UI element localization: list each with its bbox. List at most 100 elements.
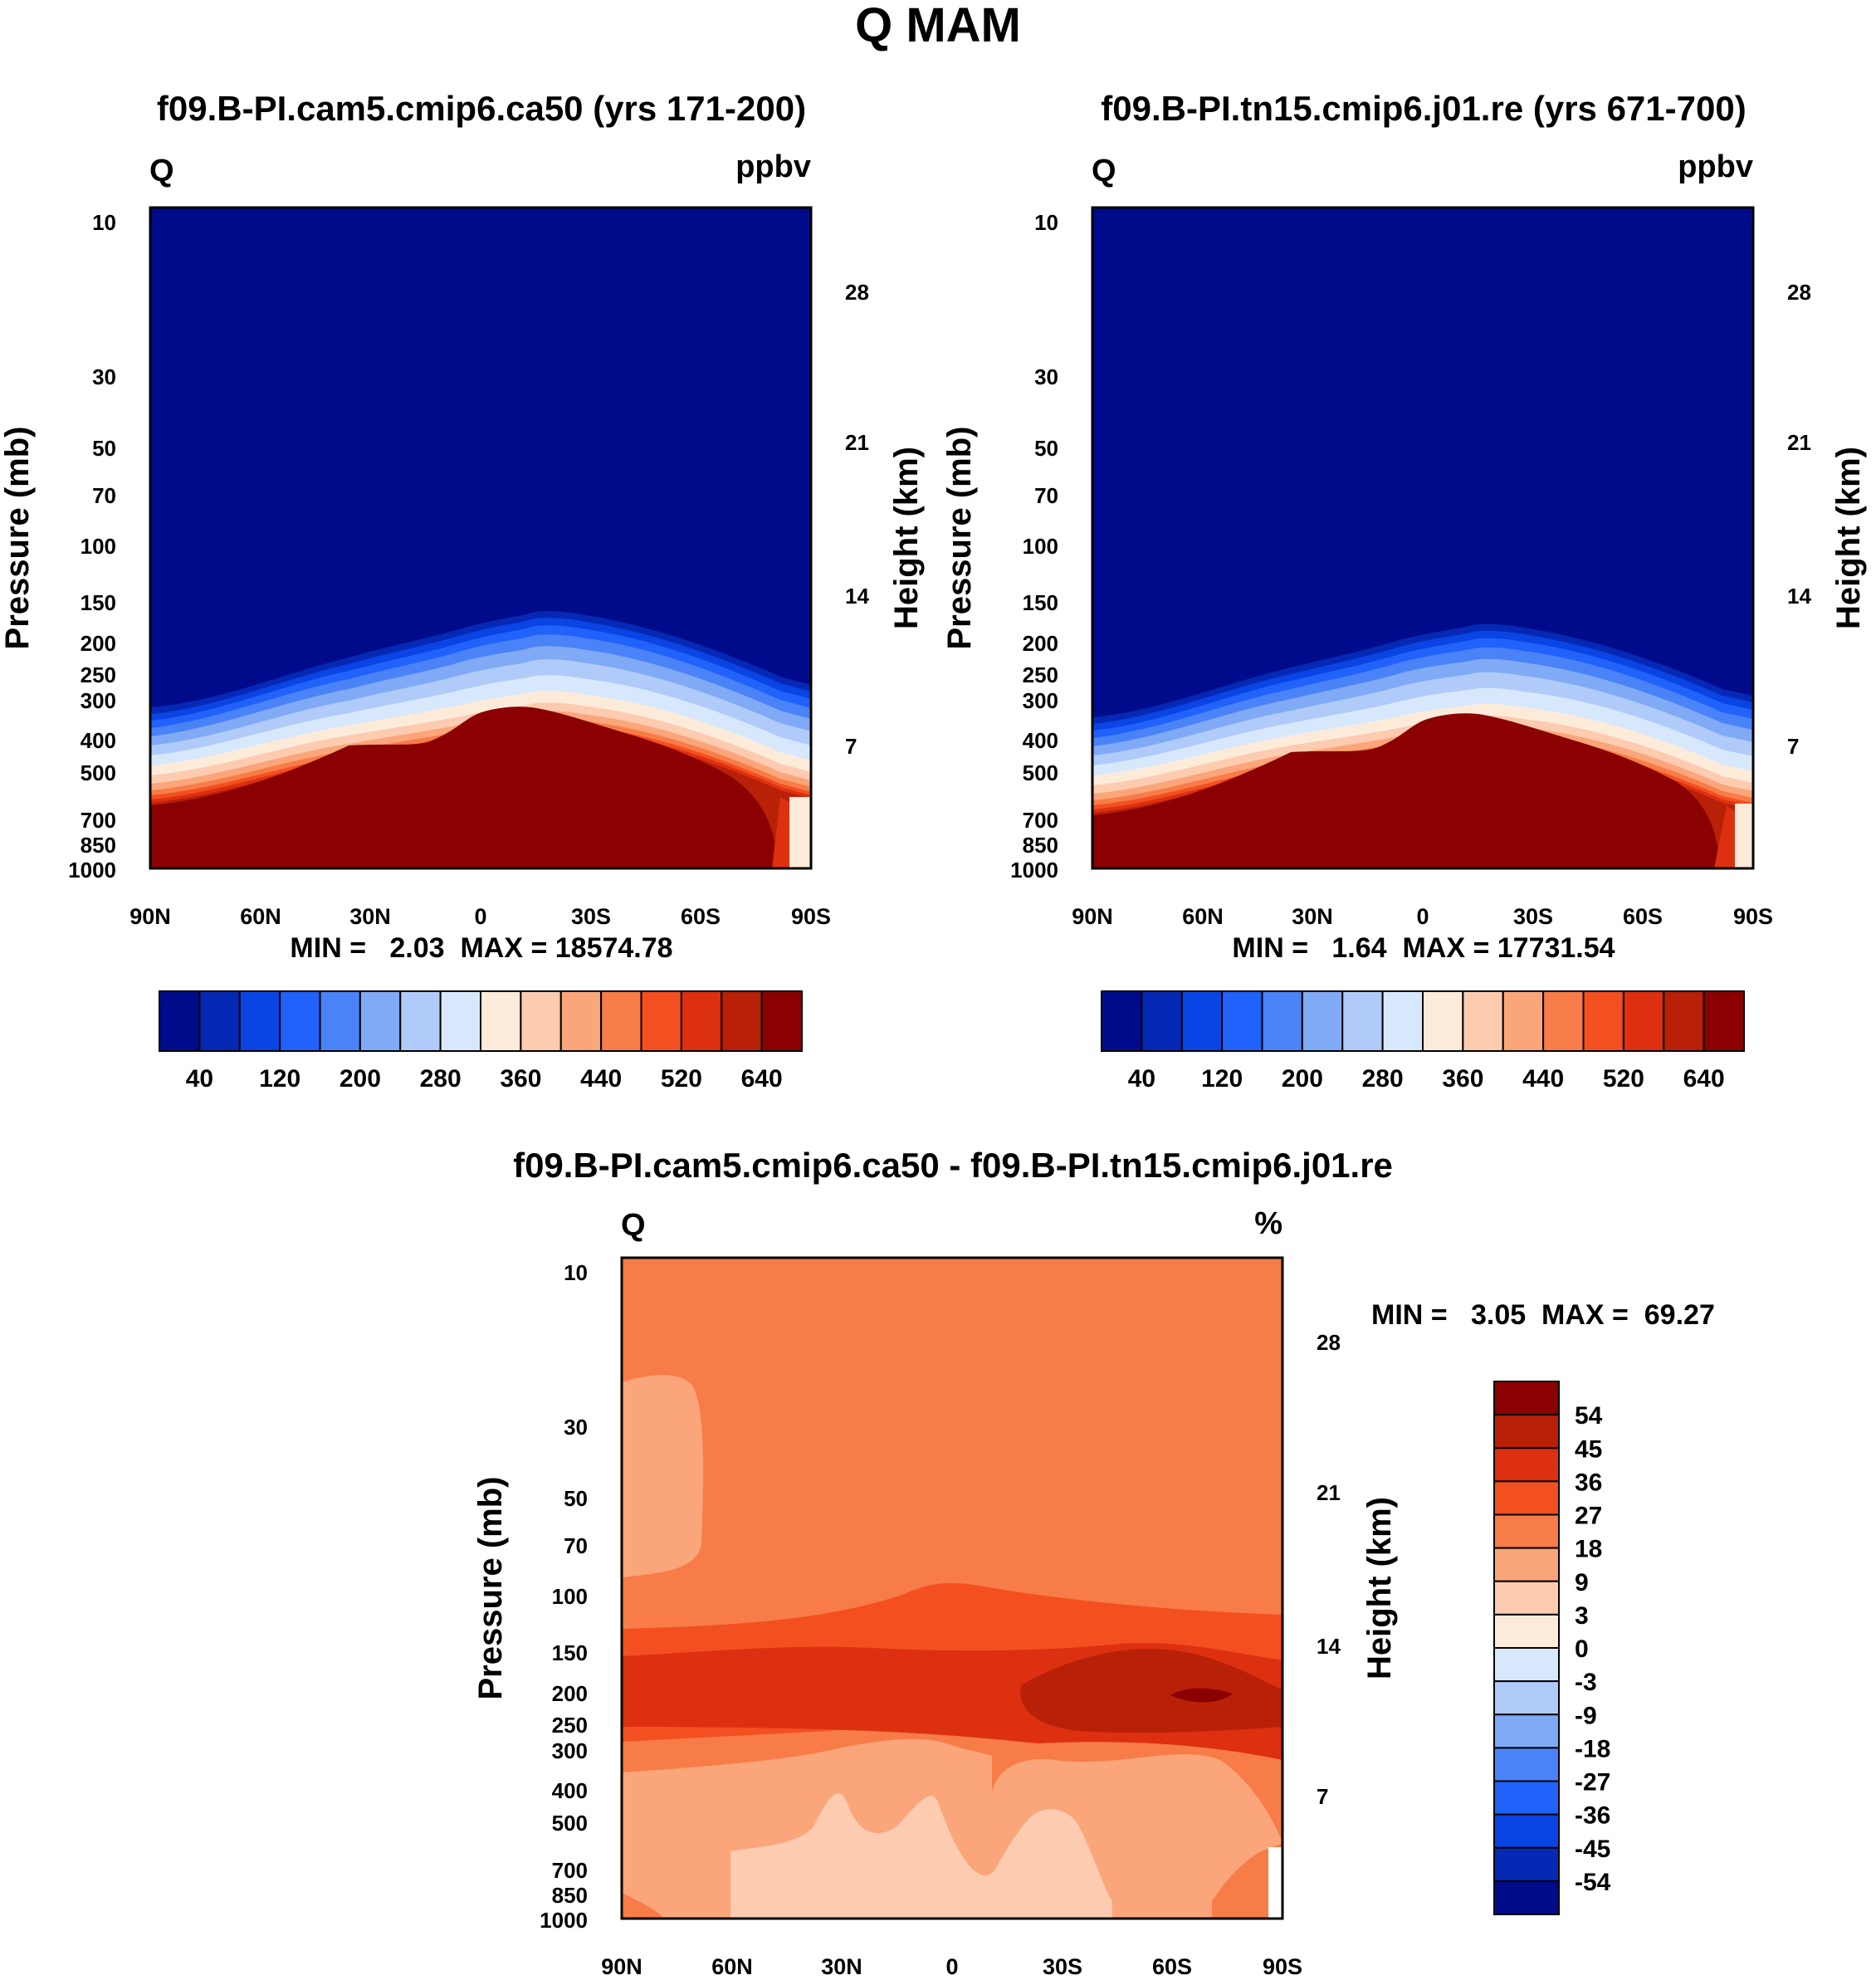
colorbar-label: 40 bbox=[186, 1065, 213, 1093]
panel-1-ytick-30: 30 bbox=[92, 364, 116, 389]
panel-2-xtick-60N: 60N bbox=[1182, 904, 1224, 929]
colorbar-cell bbox=[1493, 1880, 1560, 1915]
colorbar-label: 40 bbox=[1128, 1065, 1155, 1093]
panel-2-ytick-250: 250 bbox=[1023, 662, 1058, 687]
panel-2-xtick-90S: 90S bbox=[1733, 904, 1773, 929]
panel-2-units: ppbv bbox=[1678, 149, 1753, 184]
panel-2-minmax: MIN = 1.64 MAX = 17731.54 bbox=[1232, 932, 1615, 964]
colorbar-label: 45 bbox=[1575, 1435, 1602, 1463]
colorbar-cell bbox=[159, 990, 201, 1052]
colorbar-label: 3 bbox=[1575, 1602, 1589, 1630]
panel-1-ytick-250: 250 bbox=[81, 662, 116, 687]
colorbar-cell bbox=[600, 990, 642, 1052]
panel-1-title: f09.B-PI.cam5.cmip6.ca50 (yrs 171-200) bbox=[157, 89, 806, 128]
panel-3-xtick-30S: 30S bbox=[1043, 1954, 1082, 1979]
colorbar-label: 120 bbox=[259, 1065, 300, 1093]
panel-3-y2tick-21: 21 bbox=[1317, 1480, 1341, 1505]
panel-3-ytick-50: 50 bbox=[564, 1486, 588, 1511]
panel-3-ytick-10: 10 bbox=[564, 1260, 588, 1285]
colorbar-label: 280 bbox=[1362, 1065, 1404, 1093]
diff-region-undefined bbox=[1268, 1847, 1282, 1919]
colorbar-cell bbox=[1703, 990, 1745, 1052]
panel-3: f09.B-PI.cam5.cmip6.ca50 - f09.B-PI.tn15… bbox=[472, 1146, 1715, 1979]
panel-2-xtick-30S: 30S bbox=[1513, 904, 1553, 929]
colorbar-cell bbox=[1502, 990, 1545, 1052]
panel-2-ytick-100: 100 bbox=[1023, 534, 1058, 559]
panel-1-ytick-10: 10 bbox=[92, 210, 116, 235]
panel-2-y2tick-7: 7 bbox=[1787, 734, 1799, 759]
panel-2-ytick-30: 30 bbox=[1034, 364, 1058, 389]
panel-1-ytick-300: 300 bbox=[81, 688, 116, 713]
panel-2-xtick-0: 0 bbox=[1416, 904, 1429, 929]
panel-1-y2tick-21: 21 bbox=[845, 430, 869, 455]
panel-3-xtick-30N: 30N bbox=[821, 1954, 862, 1979]
panel-1-y2-label: Height (km) bbox=[888, 447, 925, 629]
diff-region-3-9 bbox=[730, 1793, 1112, 1919]
panel-1-xtick-90N: 90N bbox=[129, 904, 171, 929]
panel-1-xtick-30N: 30N bbox=[349, 904, 391, 929]
panel-2-ytick-150: 150 bbox=[1023, 590, 1058, 615]
panel-2-xtick-90N: 90N bbox=[1072, 904, 1113, 929]
figure-title: Q MAM bbox=[855, 0, 1021, 52]
colorbar-cell bbox=[1493, 1447, 1560, 1483]
colorbar-cell bbox=[198, 990, 241, 1052]
colorbar-label: -36 bbox=[1575, 1802, 1610, 1830]
panel-3-title: f09.B-PI.cam5.cmip6.ca50 - f09.B-PI.tn15… bbox=[513, 1146, 1393, 1185]
colorbar-cell bbox=[1141, 990, 1183, 1052]
panel-2: f09.B-PI.tn15.cmip6.j01.re (yrs 671-700)… bbox=[941, 89, 1867, 1093]
panel-3-y2tick-7: 7 bbox=[1317, 1784, 1328, 1809]
colorbar-label: 360 bbox=[1442, 1065, 1483, 1093]
panel-3-ytick-700: 700 bbox=[552, 1858, 588, 1883]
colorbar-label: 360 bbox=[500, 1065, 541, 1093]
panel-3-ytick-150: 150 bbox=[552, 1640, 588, 1665]
panel-2-ytick-300: 300 bbox=[1023, 688, 1058, 713]
colorbar-cell bbox=[1301, 990, 1344, 1052]
panel-1-y-label: Pressure (mb) bbox=[0, 427, 36, 650]
colorbar-cell bbox=[1542, 990, 1585, 1052]
colorbar-label: 9 bbox=[1575, 1569, 1589, 1596]
colorbar-label: -27 bbox=[1575, 1769, 1610, 1797]
panel-2-plot bbox=[1091, 206, 1755, 870]
panel-3-ytick-30: 30 bbox=[564, 1415, 588, 1440]
colorbar-cell bbox=[1261, 990, 1303, 1052]
panel-1-ytick-700: 700 bbox=[81, 808, 116, 833]
colorbar-cell bbox=[279, 990, 321, 1052]
colorbar-cell bbox=[1493, 1480, 1560, 1516]
panel-2-ytick-50: 50 bbox=[1034, 436, 1058, 461]
panel-1-xtick-90S: 90S bbox=[791, 904, 831, 929]
colorbar-label: 54 bbox=[1575, 1402, 1603, 1430]
panel-1-xtick-60N: 60N bbox=[240, 904, 281, 929]
panel-2-xtick-30N: 30N bbox=[1292, 904, 1333, 929]
diff-region-upper-left bbox=[622, 1375, 704, 1577]
colorbar-3: 54 45 36 27 18 9 3 0 -3 -9 -18 -27 -36 -45 -54 bbox=[1493, 1381, 1611, 1915]
panel-3-y2tick-28: 28 bbox=[1317, 1330, 1341, 1355]
colorbar-cell bbox=[1180, 990, 1224, 1052]
panel-1-ytick-50: 50 bbox=[92, 436, 116, 461]
panel-3-y-label: Pressure (mb) bbox=[472, 1477, 509, 1700]
panel-2-frame bbox=[1091, 206, 1755, 870]
band-15 bbox=[150, 706, 776, 868]
panel-3-minmax: MIN = 3.05 MAX = 69.27 bbox=[1371, 1299, 1715, 1331]
panel-1-frame bbox=[149, 206, 813, 870]
colorbar-cell bbox=[1493, 1613, 1560, 1649]
colorbar-cell bbox=[1341, 990, 1384, 1052]
colorbar-label: -9 bbox=[1575, 1702, 1597, 1729]
colorbar-cell bbox=[1493, 1680, 1560, 1716]
panel-1-xtick-60S: 60S bbox=[681, 904, 721, 929]
colorbar-cell bbox=[1493, 1846, 1560, 1882]
diff-band-54 bbox=[1170, 1688, 1233, 1703]
colorbar-label: 640 bbox=[741, 1065, 783, 1093]
colorbar-label: 640 bbox=[1683, 1065, 1725, 1093]
colorbar-cell bbox=[1462, 990, 1504, 1052]
panel-2-y2tick-28: 28 bbox=[1787, 280, 1811, 305]
colorbar-2: 40 120 200 280 360 440 520 640 bbox=[1101, 990, 1745, 1093]
panel-3-ytick-1000: 1000 bbox=[540, 1908, 588, 1933]
colorbar-cell bbox=[1493, 1714, 1560, 1749]
panel-3-ytick-250: 250 bbox=[552, 1713, 588, 1738]
panel-2-ytick-70: 70 bbox=[1034, 483, 1058, 508]
panel-2-pole-edge bbox=[1735, 804, 1753, 868]
colorbar-cell bbox=[399, 990, 442, 1052]
panel-2-ytick-500: 500 bbox=[1023, 760, 1058, 785]
panel-2-xtick-60S: 60S bbox=[1623, 904, 1663, 929]
